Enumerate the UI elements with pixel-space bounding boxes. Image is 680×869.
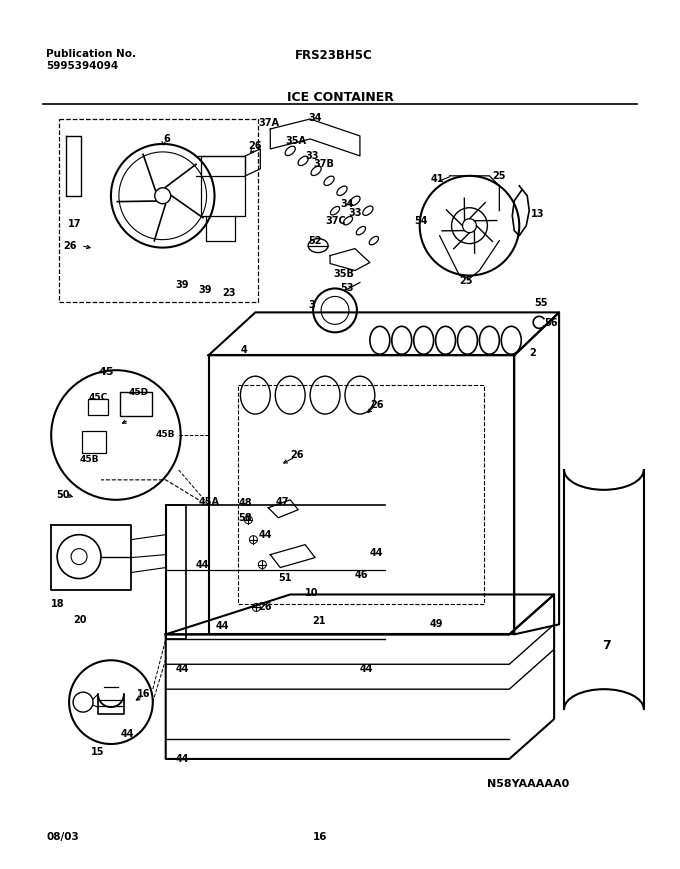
Text: 10: 10 xyxy=(305,587,319,598)
Text: 39: 39 xyxy=(175,281,189,290)
Text: 44: 44 xyxy=(370,547,384,558)
Text: 54: 54 xyxy=(415,216,428,226)
Text: 26: 26 xyxy=(258,602,272,613)
Text: 58: 58 xyxy=(239,513,252,523)
Text: 34: 34 xyxy=(308,113,322,123)
Text: 44: 44 xyxy=(121,729,135,739)
Text: 20: 20 xyxy=(73,615,86,626)
Text: 47: 47 xyxy=(275,497,289,507)
Text: 48: 48 xyxy=(239,498,252,507)
Text: 33: 33 xyxy=(305,151,319,161)
Text: 45B: 45B xyxy=(79,455,99,464)
Text: 37A: 37A xyxy=(258,118,279,128)
Text: 4: 4 xyxy=(241,345,247,355)
Text: 26: 26 xyxy=(290,450,304,460)
Text: 5995394094: 5995394094 xyxy=(46,61,118,71)
Text: 25: 25 xyxy=(460,275,473,286)
Text: 23: 23 xyxy=(222,289,236,298)
Text: 34: 34 xyxy=(340,199,354,209)
Text: 35A: 35A xyxy=(285,136,306,146)
Text: 45A: 45A xyxy=(199,497,220,507)
Text: 25: 25 xyxy=(492,171,506,181)
Text: 26: 26 xyxy=(248,141,262,151)
Text: 16: 16 xyxy=(137,689,150,700)
Text: 16: 16 xyxy=(313,832,327,842)
Text: ICE CONTAINER: ICE CONTAINER xyxy=(286,91,394,104)
Text: Publication No.: Publication No. xyxy=(46,50,136,59)
Text: 44: 44 xyxy=(360,664,373,674)
Text: 45: 45 xyxy=(99,368,114,377)
Text: 44: 44 xyxy=(258,530,272,540)
Text: N58YAAAAA0: N58YAAAAA0 xyxy=(488,779,570,789)
Text: 26: 26 xyxy=(370,400,384,410)
Text: 08/03: 08/03 xyxy=(46,832,79,842)
Text: 44: 44 xyxy=(175,754,189,764)
Text: 52: 52 xyxy=(308,235,322,246)
Text: 21: 21 xyxy=(312,616,326,627)
Text: 33: 33 xyxy=(348,208,362,218)
Text: 53: 53 xyxy=(340,283,354,294)
Text: 51: 51 xyxy=(278,573,292,582)
Text: 41: 41 xyxy=(430,174,444,184)
Text: 55: 55 xyxy=(534,298,547,308)
Text: 18: 18 xyxy=(51,600,65,609)
Text: 39: 39 xyxy=(199,286,212,295)
Text: 7: 7 xyxy=(602,640,611,653)
Text: 49: 49 xyxy=(430,620,443,629)
Text: 44: 44 xyxy=(175,664,189,674)
Text: 45D: 45D xyxy=(129,388,149,397)
Text: 17: 17 xyxy=(68,219,82,229)
Text: 13: 13 xyxy=(531,209,545,219)
Text: 37C: 37C xyxy=(325,216,346,226)
Text: 35B: 35B xyxy=(333,269,354,279)
Text: 37B: 37B xyxy=(313,159,334,169)
Text: 56: 56 xyxy=(544,318,558,328)
Text: 44: 44 xyxy=(196,560,209,569)
Text: 45C: 45C xyxy=(89,393,108,402)
Text: 15: 15 xyxy=(91,747,105,757)
Text: 45B: 45B xyxy=(156,430,175,439)
Text: FRS23BH5C: FRS23BH5C xyxy=(295,50,373,63)
Text: 46: 46 xyxy=(355,569,369,580)
Text: 26: 26 xyxy=(63,241,77,250)
Text: 3: 3 xyxy=(308,301,315,310)
Text: 2: 2 xyxy=(529,348,536,358)
Text: 6: 6 xyxy=(164,134,171,144)
Text: 50: 50 xyxy=(56,490,69,500)
Text: 44: 44 xyxy=(216,621,229,632)
